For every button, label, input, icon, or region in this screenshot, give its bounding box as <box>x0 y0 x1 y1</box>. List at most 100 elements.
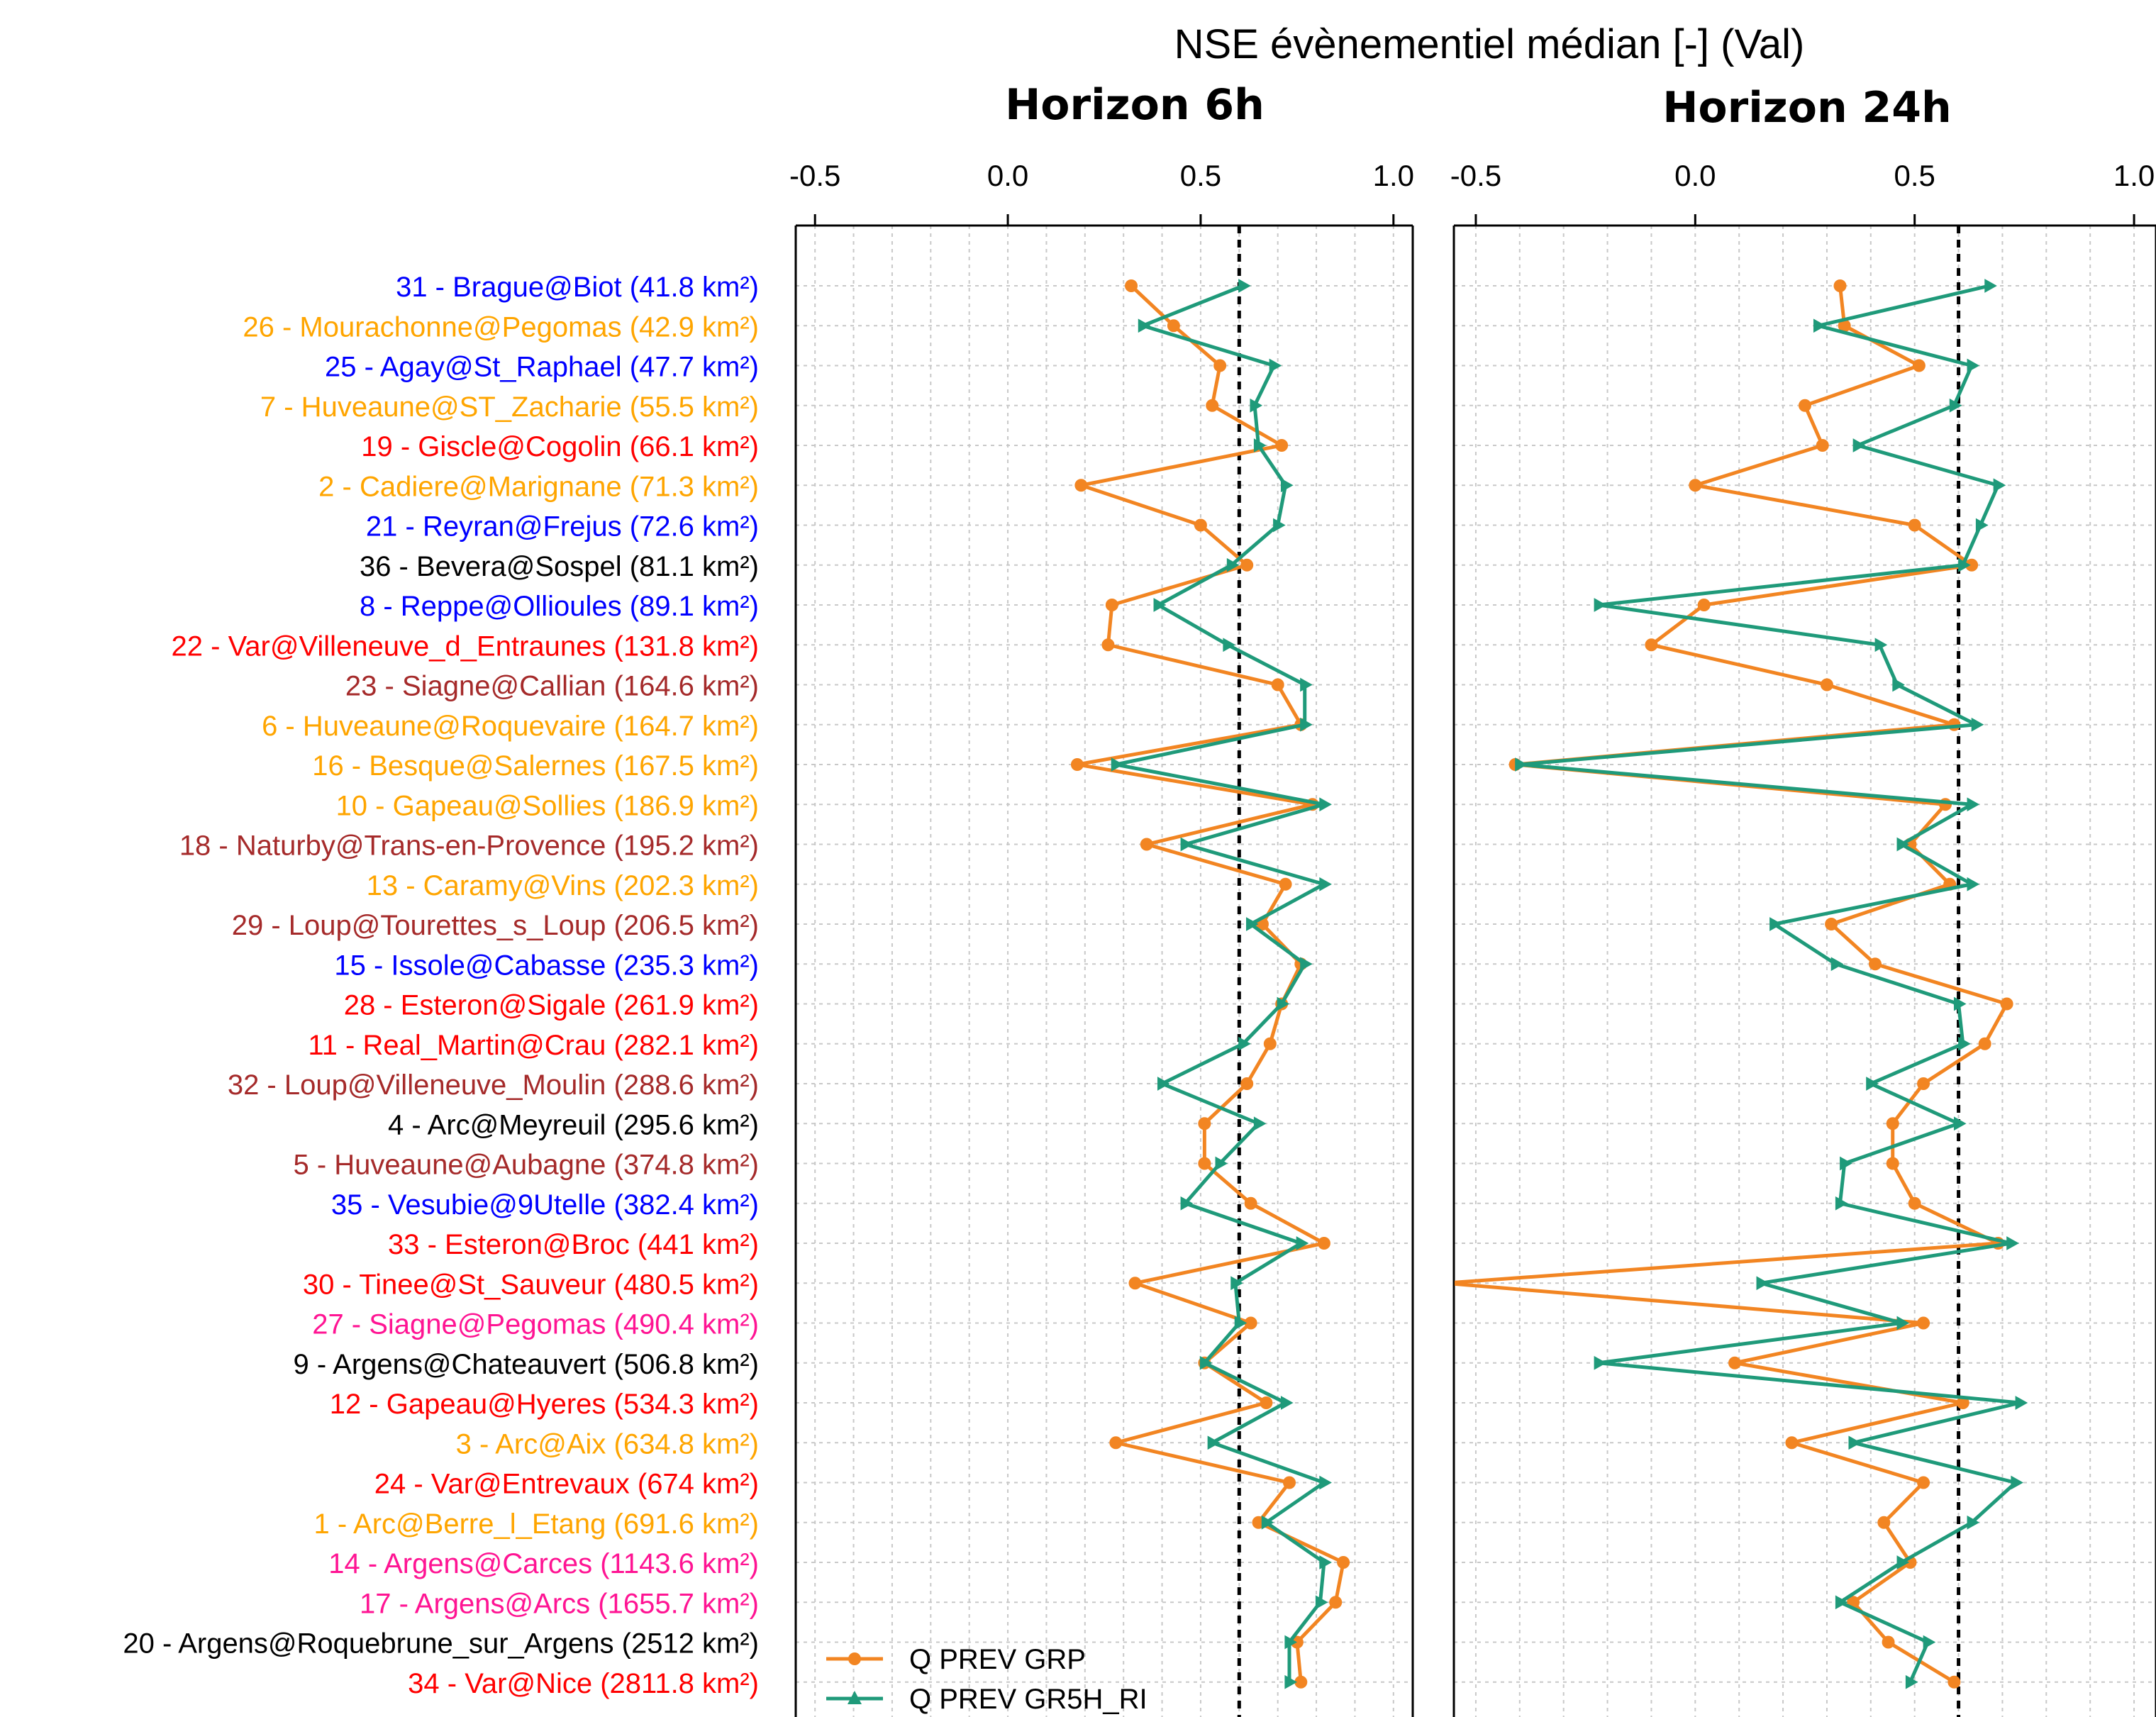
station-label: 17 - Argens@Arcs (1655.7 km²) <box>360 1588 759 1619</box>
point-GR5H_RI <box>1269 358 1282 373</box>
point-GRP <box>1978 1037 1991 1050</box>
point-GRP <box>1825 918 1838 930</box>
point-GR5H_RI <box>1277 996 1290 1011</box>
point-GRP <box>1283 1476 1296 1489</box>
point-GRP <box>1240 1077 1254 1090</box>
point-GRP <box>1317 1237 1330 1250</box>
point-GR5H_RI <box>1756 1276 1769 1291</box>
series-line-GR5H_RI-h24 <box>1518 284 2022 1683</box>
station-label: 15 - Issole@Cabasse (235.3 km²) <box>334 950 759 981</box>
point-GR5H_RI <box>1300 717 1313 732</box>
point-GR5H_RI <box>1971 717 1984 732</box>
point-GRP <box>1213 359 1227 372</box>
point-GR5H_RI <box>1984 279 1997 293</box>
point-GRP <box>1439 1277 1452 1289</box>
point-GR5H_RI <box>1226 557 1240 572</box>
station-label: 13 - Caramy@Vins (202.3 km²) <box>367 870 759 901</box>
point-GRP <box>1101 638 1115 652</box>
point-GRP <box>1956 1396 1969 1409</box>
point-GR5H_RI <box>1953 996 1967 1011</box>
point-GR5H_RI <box>1280 1396 1294 1410</box>
point-GR5H_RI <box>1949 398 1962 413</box>
point-GR5H_RI <box>1157 1077 1170 1091</box>
series-line-GRP-h24 <box>1455 285 2009 1684</box>
point-GRP <box>1140 838 1153 851</box>
point-GR5H_RI <box>1230 1276 1243 1291</box>
point-GRP <box>1728 1356 1741 1369</box>
station-label: 22 - Var@Villeneuve_d_Entraunes (131.8 k… <box>172 630 759 662</box>
point-GRP <box>1869 957 1882 971</box>
plot-area-h6 <box>1070 226 1350 1717</box>
point-GR5H_RI <box>1896 837 1910 852</box>
point-GR5H_RI <box>1905 1674 1918 1689</box>
point-GR5H_RI <box>2015 1396 2028 1410</box>
point-GRP <box>1271 678 1284 691</box>
point-GR5H_RI <box>1967 797 1980 812</box>
station-label: 3 - Arc@Aix (634.8 km²) <box>456 1428 759 1460</box>
point-GRP <box>1125 279 1138 292</box>
point-GR5H_RI <box>1261 1515 1274 1530</box>
point-GRP <box>1263 1037 1277 1050</box>
station-label: 12 - Gapeau@Hyeres (534.3 km²) <box>330 1389 759 1420</box>
station-label: 36 - Bevera@Sospel (81.1 km²) <box>360 551 759 582</box>
point-GRP <box>1947 1675 1961 1689</box>
point-GRP <box>1965 558 1979 572</box>
station-label: 18 - Naturby@Trans-en-Provence (195.2 km… <box>179 830 759 862</box>
chart-title: NSE évènementiel médian [-] (Val) <box>1174 21 1805 67</box>
x-tick-label: 0.0 <box>987 159 1028 192</box>
station-label: 35 - Vesubie@9Utelle (382.4 km²) <box>331 1189 759 1221</box>
point-GRP <box>1128 1277 1142 1290</box>
point-GRP <box>1279 877 1292 891</box>
point-GR5H_RI <box>1874 638 1888 652</box>
point-GRP <box>1917 1476 1930 1489</box>
x-tick-label: 1.0 <box>1373 159 1414 192</box>
point-GRP <box>1260 1396 1273 1409</box>
station-label: 24 - Var@Entrevaux (674 km²) <box>374 1469 759 1500</box>
series-line-GRP-h6 <box>1075 284 1345 1682</box>
point-GR5H_RI <box>1253 1116 1267 1131</box>
point-GR5H_RI <box>1953 1116 1967 1131</box>
station-label: 9 - Argens@Chateauvert (506.8 km²) <box>294 1349 759 1380</box>
point-GR5H_RI <box>1319 797 1332 812</box>
point-GRP <box>1198 1157 1211 1170</box>
series-line-GR5H_RI-h6 <box>1113 284 1326 1682</box>
point-GR5H_RI <box>1830 957 1844 972</box>
point-GR5H_RI <box>1848 1435 1862 1450</box>
point-GR5H_RI <box>1993 478 2006 493</box>
point-GRP <box>1337 1556 1350 1569</box>
plot-area-h24 <box>1439 226 2028 1717</box>
point-GRP <box>1816 439 1829 452</box>
point-GRP <box>1645 638 1658 652</box>
point-GR5H_RI <box>1769 917 1782 931</box>
point-GRP <box>1908 518 1921 532</box>
point-GRP <box>1109 1436 1123 1450</box>
point-GRP <box>1912 359 1926 372</box>
panel-h6: Horizon 6h -0.5 0.0 0.5 1.0 <box>789 80 1414 1717</box>
point-GRP <box>1886 1117 1899 1130</box>
x-tick-label: 0.5 <box>1180 159 1221 192</box>
point-GR5H_RI <box>1958 1036 1971 1051</box>
point-GR5H_RI <box>1238 279 1251 293</box>
point-GRP <box>1908 1196 1921 1210</box>
point-GRP <box>1275 439 1289 452</box>
station-label: 10 - Gapeau@Sollies (186.9 km²) <box>336 790 759 821</box>
station-label: 19 - Giscle@Cogolin (66.1 km²) <box>361 431 759 462</box>
station-label: 8 - Reppe@Ollioules (89.1 km²) <box>360 591 759 622</box>
point-GRP <box>1244 1196 1257 1210</box>
point-GR5H_RI <box>1207 1435 1221 1450</box>
point-GRP <box>1917 1077 1930 1090</box>
station-label: 26 - Mourachonne@Pegomas (42.9 km²) <box>243 311 759 343</box>
station-label: 11 - Real_Martin@Crau (282.1 km²) <box>308 1030 759 1061</box>
point-GR5H_RI <box>1835 1595 1848 1610</box>
point-GRP <box>1877 1516 1891 1529</box>
station-label: 34 - Var@Nice (2811.8 km²) <box>408 1668 759 1699</box>
x-tick-label: 0.0 <box>1674 159 1716 192</box>
point-GR5H_RI <box>1111 757 1124 772</box>
station-label: 4 - Arc@Meyreuil (295.6 km²) <box>388 1109 759 1140</box>
point-GR5H_RI <box>1594 598 1607 612</box>
station-label: 21 - Reyran@Frejus (72.6 km²) <box>366 511 759 543</box>
point-GRP <box>1833 279 1847 292</box>
point-GRP <box>1799 399 1811 412</box>
point-GRP <box>1198 1117 1211 1130</box>
